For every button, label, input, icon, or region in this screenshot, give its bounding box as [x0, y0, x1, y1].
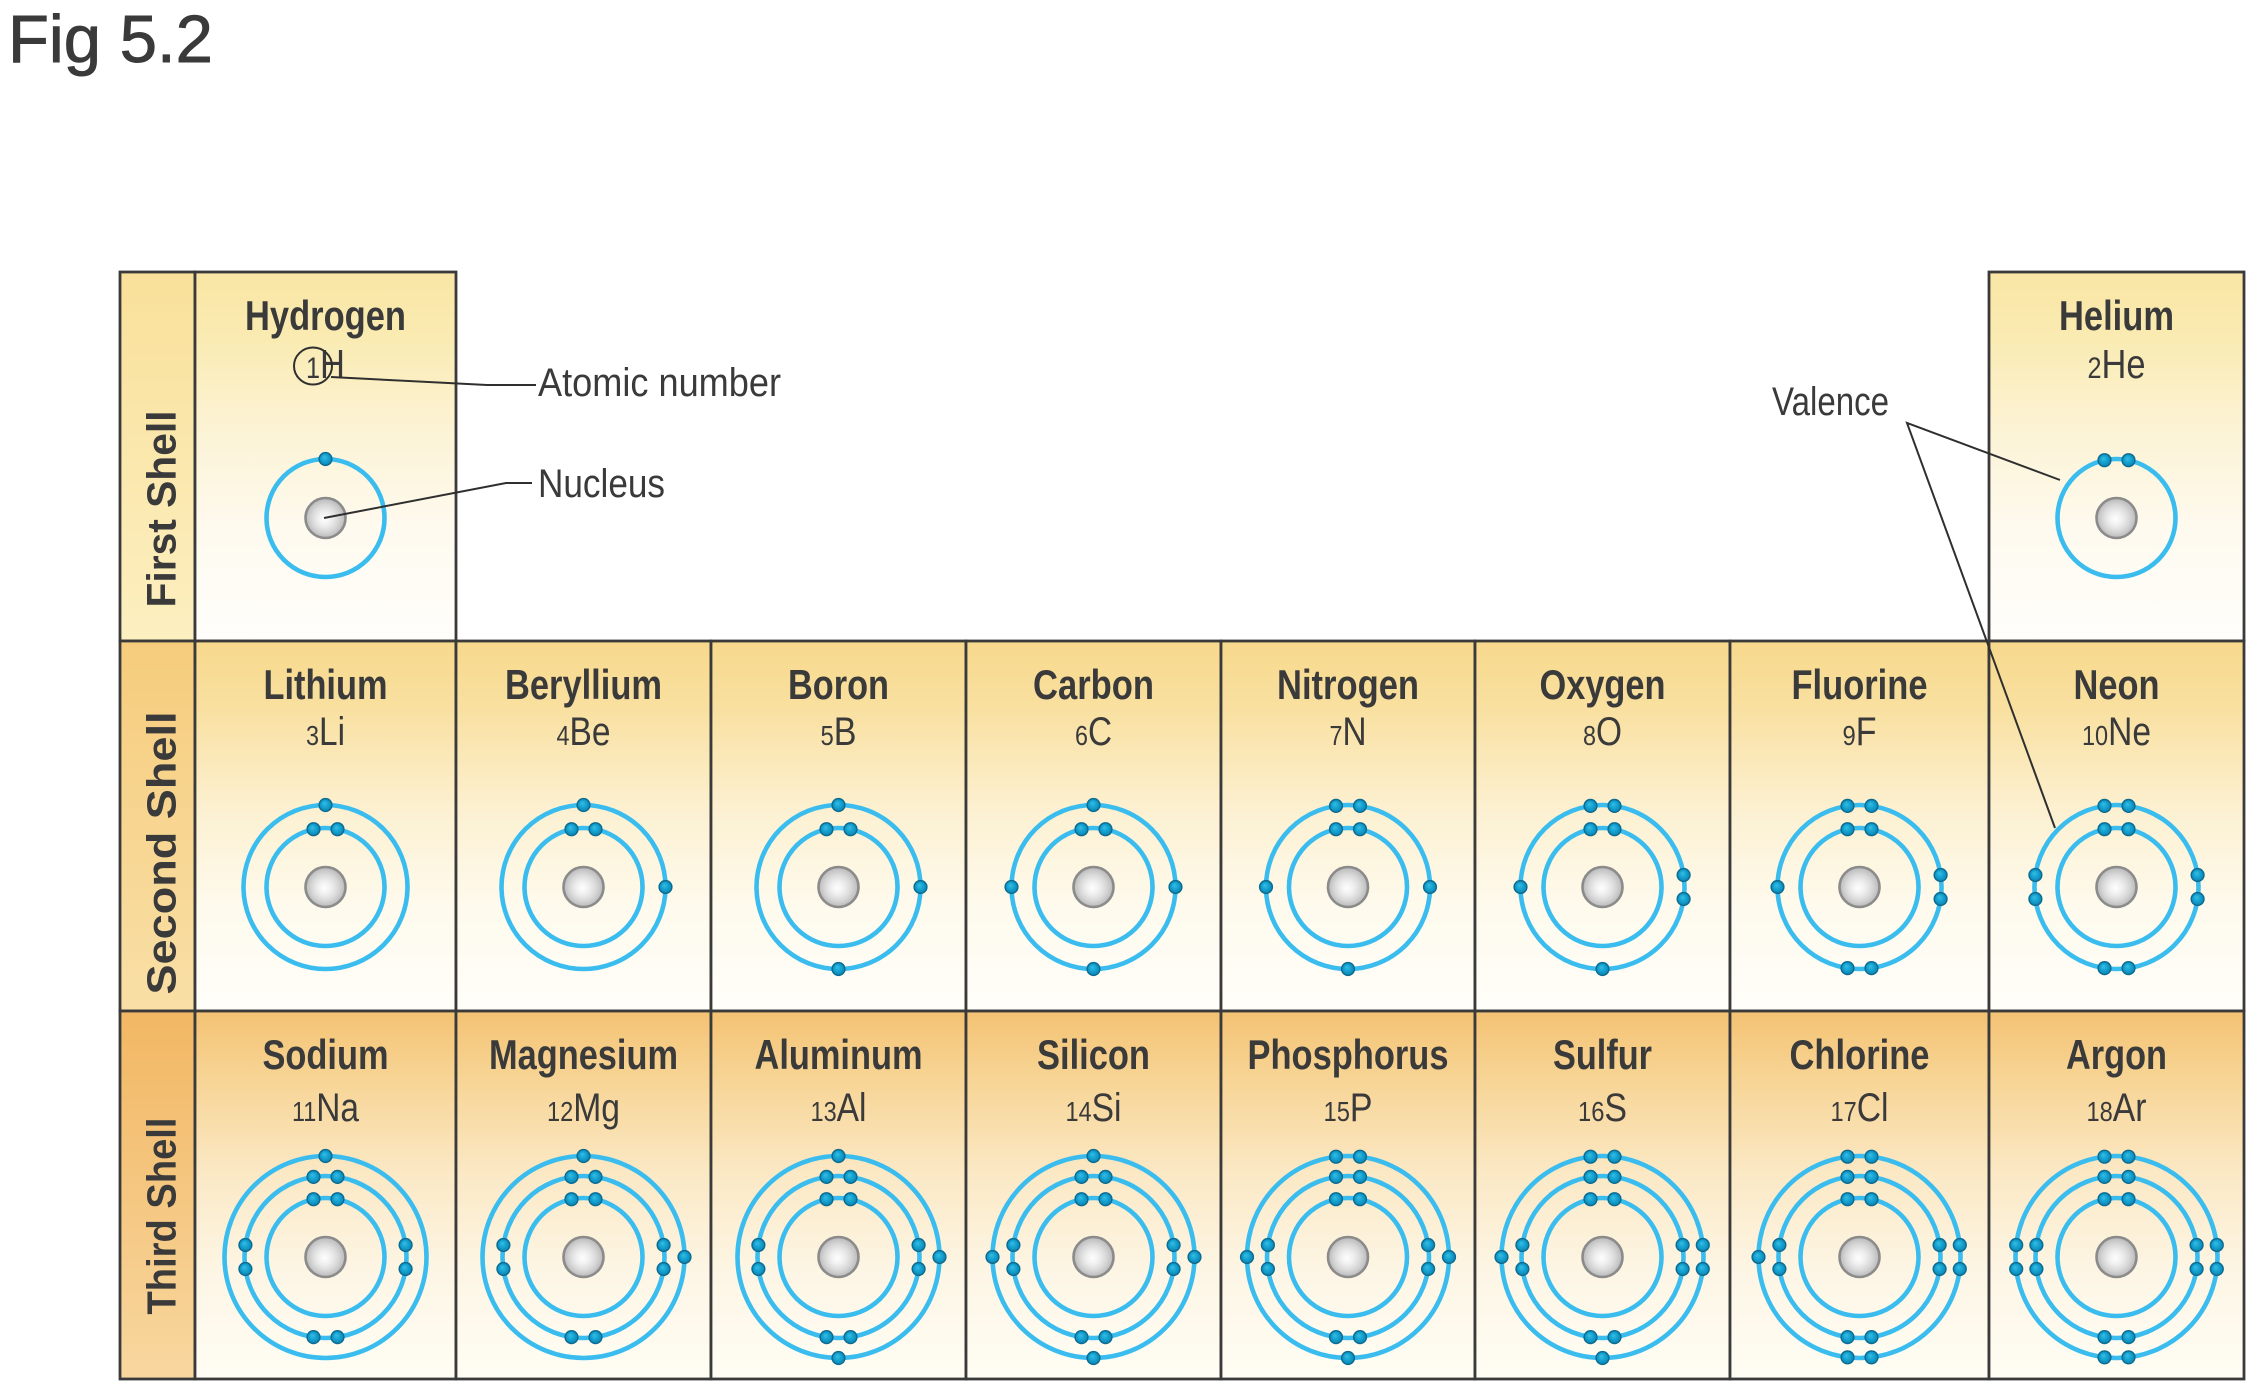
svg-text:12Mg: 12Mg	[547, 1086, 620, 1130]
svg-text:Third Shell: Third Shell	[139, 1118, 185, 1315]
svg-text:Fig 5.2: Fig 5.2	[8, 2, 213, 77]
svg-text:Carbon: Carbon	[1033, 661, 1154, 708]
svg-text:Fluorine: Fluorine	[1792, 661, 1928, 708]
svg-text:Nucleus: Nucleus	[538, 462, 665, 506]
svg-text:Beryllium: Beryllium	[505, 661, 662, 708]
svg-text:4Be: 4Be	[557, 710, 611, 754]
svg-text:Sodium: Sodium	[263, 1031, 389, 1078]
svg-text:Nitrogen: Nitrogen	[1277, 661, 1419, 708]
svg-text:Phosphorus: Phosphorus	[1248, 1031, 1449, 1078]
svg-text:First Shell: First Shell	[139, 411, 185, 608]
svg-text:6C: 6C	[1075, 710, 1112, 754]
svg-text:Aluminum: Aluminum	[755, 1031, 923, 1078]
svg-text:Argon: Argon	[2066, 1031, 2167, 1078]
svg-text:Valence: Valence	[1772, 380, 1889, 424]
svg-text:Atomic number: Atomic number	[538, 361, 781, 405]
svg-text:Sulfur: Sulfur	[1553, 1031, 1652, 1078]
svg-text:Magnesium: Magnesium	[489, 1031, 678, 1078]
svg-text:Silicon: Silicon	[1037, 1031, 1150, 1078]
svg-text:Helium: Helium	[2059, 292, 2174, 339]
svg-text:Chlorine: Chlorine	[1790, 1031, 1930, 1078]
svg-text:Hydrogen: Hydrogen	[245, 292, 406, 339]
svg-text:Neon: Neon	[2074, 661, 2160, 708]
svg-text:Oxygen: Oxygen	[1540, 661, 1666, 708]
svg-text:Boron: Boron	[788, 661, 889, 708]
svg-text:Second Shell: Second Shell	[139, 712, 185, 995]
svg-text:Lithium: Lithium	[264, 661, 388, 708]
